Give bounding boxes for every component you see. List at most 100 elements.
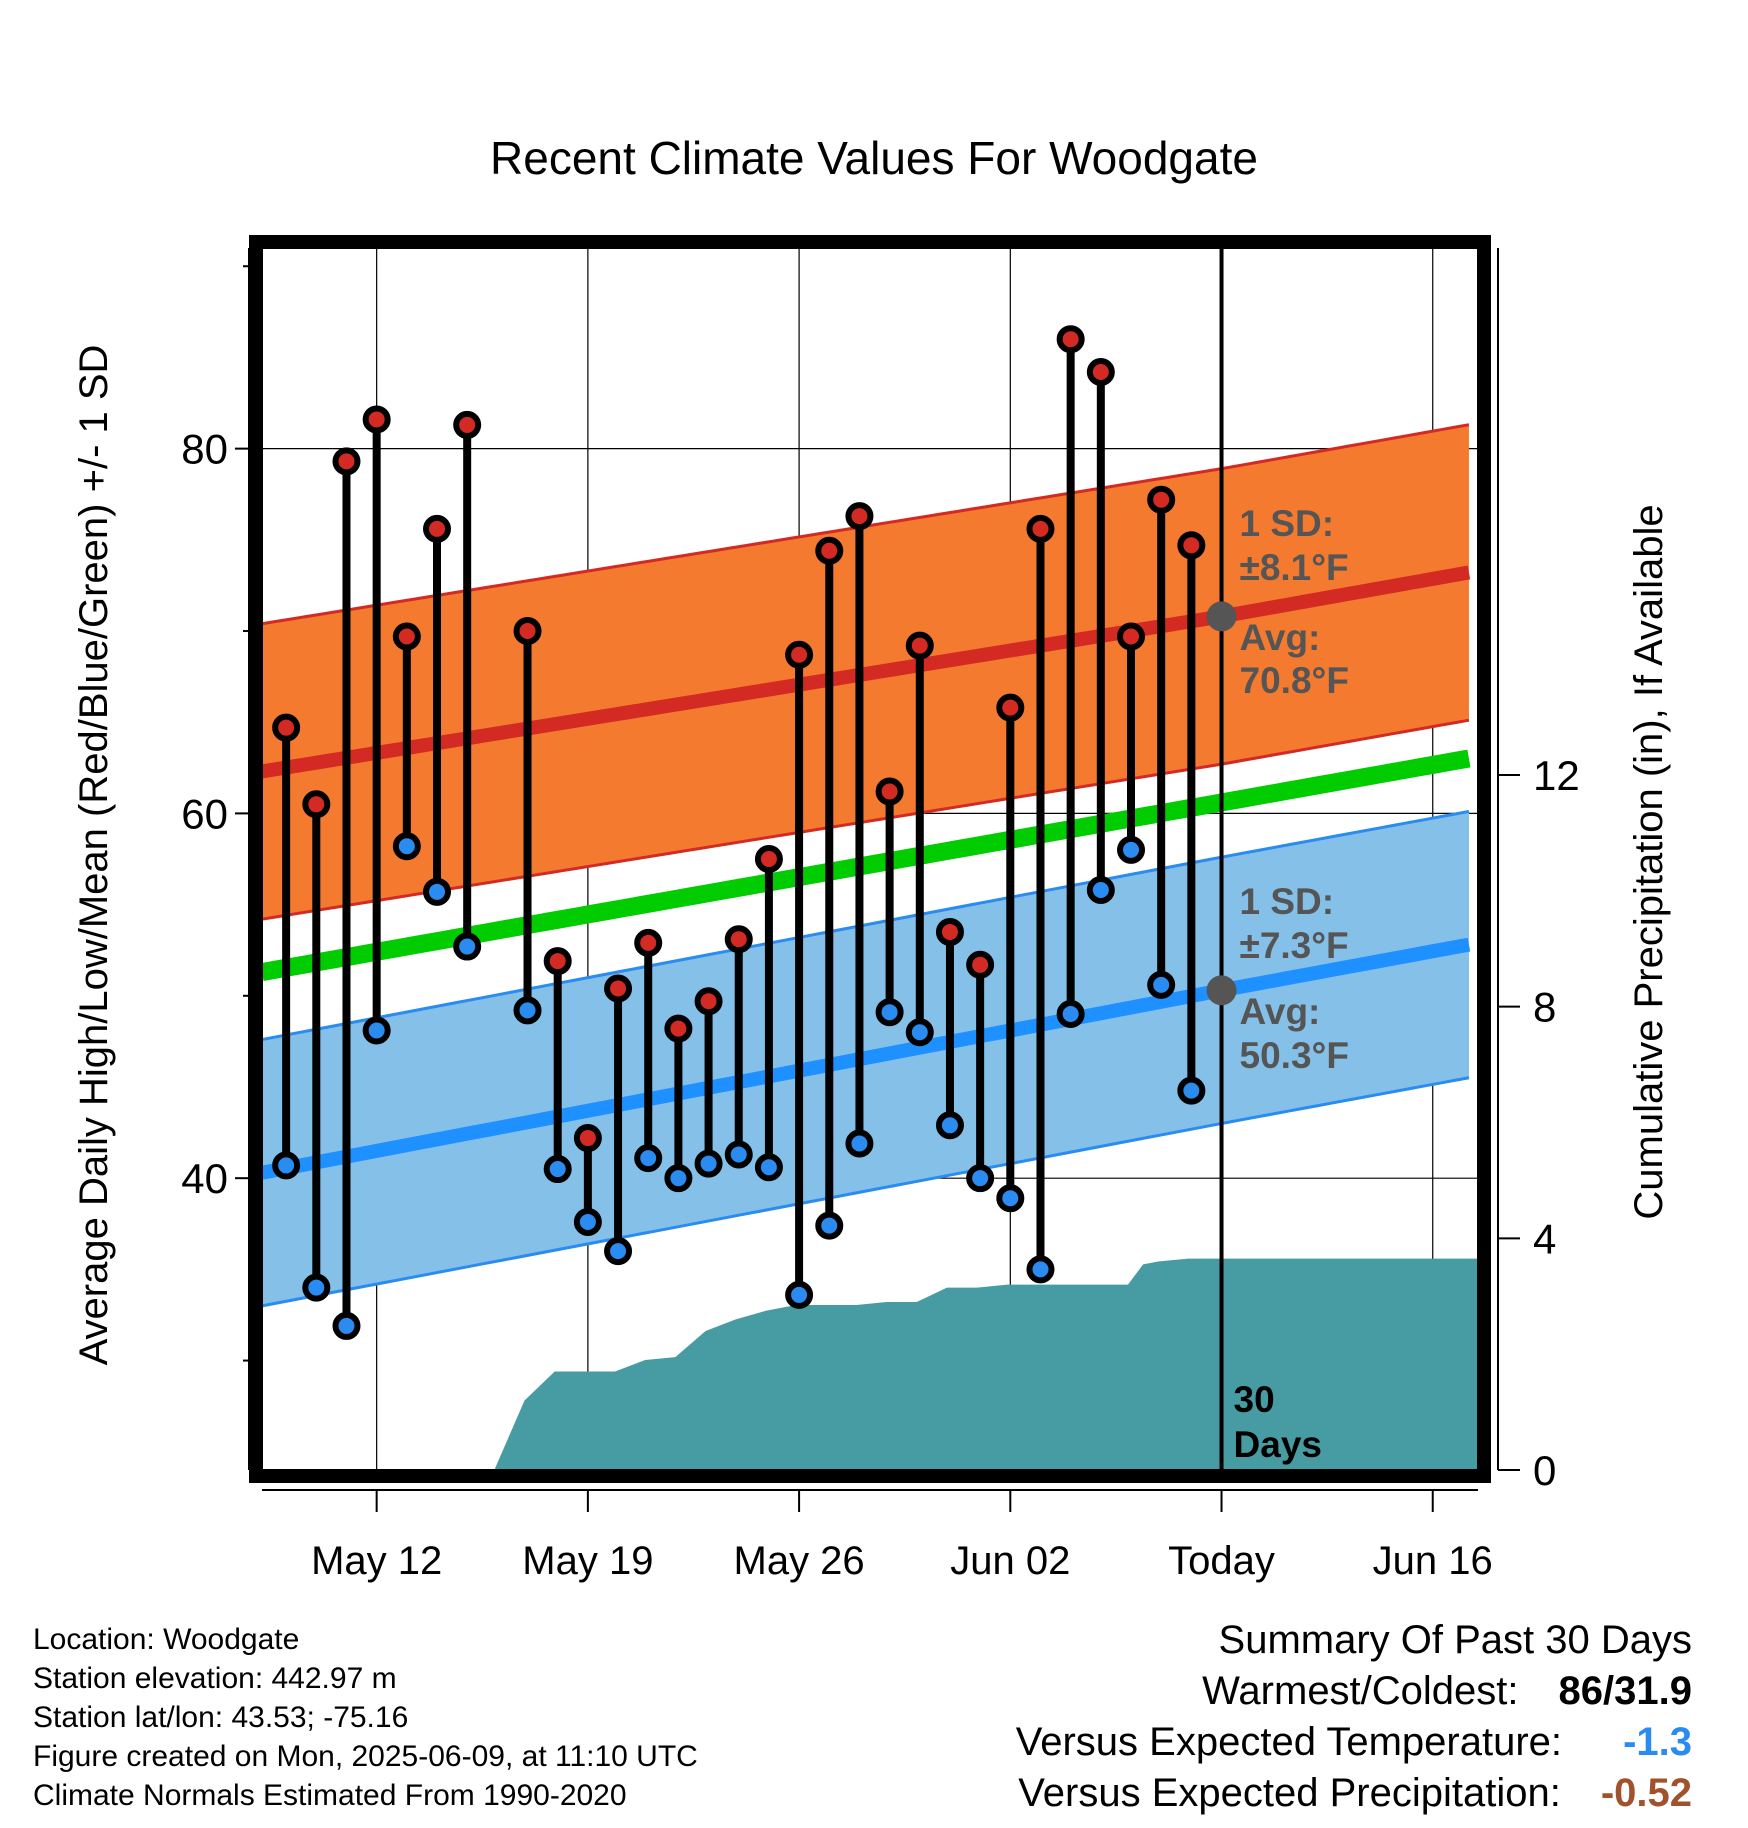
normals-text: Climate Normals Estimated From 1990-2020: [33, 1779, 627, 1812]
daily-low-point: [935, 1111, 964, 1140]
y2-tick-label: 4: [1533, 1215, 1556, 1262]
x-tick-label: Jun 02: [950, 1539, 1070, 1583]
daily-high-point: [1117, 622, 1146, 651]
low-avg-marker: [1206, 975, 1237, 1006]
daily-low-point: [392, 832, 421, 861]
daily-low-point: [362, 1016, 391, 1045]
elevation-text: Station elevation: 442.97 m: [33, 1662, 397, 1695]
summary-title: Summary Of Past 30 Days: [792, 1618, 1692, 1669]
y2-tick-label: 12: [1533, 752, 1580, 799]
low-band-lower-edge: [261, 1076, 1470, 1308]
daily-high-point: [966, 950, 995, 979]
y-tick-label: 40: [181, 1155, 228, 1202]
daily-low-point: [423, 877, 452, 906]
daily-low-point: [996, 1184, 1025, 1213]
daily-high-point: [935, 917, 964, 946]
summary-title-text: Summary Of Past 30 Days: [1218, 1618, 1692, 1662]
daily-high-point: [604, 974, 633, 1003]
daily-high-point: [362, 405, 391, 434]
y-tick-label: 60: [181, 790, 228, 837]
y2-axis-label: Cumulative Precipitation (in), If Availa…: [1627, 504, 1671, 1219]
precip-value: -0.52: [1600, 1771, 1692, 1815]
observations: [272, 325, 1206, 1340]
precip-label: Versus Expected Precipitation:: [1018, 1771, 1561, 1815]
daily-low-point: [453, 932, 482, 961]
daily-high-point: [724, 925, 753, 954]
x-tick-label: Today: [1168, 1539, 1275, 1583]
precipitation-fill: [494, 1258, 1478, 1470]
daily-low-point: [1177, 1076, 1206, 1105]
daily-high-point: [392, 622, 421, 651]
y2-tick-label: 0: [1533, 1447, 1556, 1494]
daily-high-point: [875, 777, 904, 806]
daily-high-point: [664, 1014, 693, 1043]
precipitation-area: [494, 1258, 1478, 1470]
daily-low-point: [604, 1237, 633, 1266]
x-tick-label: Jun 16: [1373, 1539, 1493, 1583]
low-normal-line: [260, 937, 1471, 1180]
low-sd-label: 1 SD:: [1240, 881, 1335, 922]
x-tick-label: May 12: [311, 1539, 442, 1583]
plot-frame: [249, 235, 1491, 1483]
created-text: Figure created on Mon, 2025-06-09, at 11…: [33, 1740, 698, 1773]
daily-low-point: [815, 1211, 844, 1240]
daily-low-point: [634, 1144, 663, 1173]
daily-low-point: [785, 1280, 814, 1309]
daily-high-point: [302, 790, 331, 819]
daily-high-point: [272, 713, 301, 742]
axes: 40 60 80 0 4 8 12 May 12 May 19 May 26 Jun 02 Today…: [72, 248, 1671, 1610]
station-info: Location: Woodgate Station elevation: 44…: [33, 1620, 698, 1815]
daily-high-point: [543, 947, 572, 976]
daily-low-point: [272, 1151, 301, 1180]
warmest-coldest-label: Warmest/Coldest:: [1202, 1669, 1519, 1713]
daily-low-point: [1086, 876, 1115, 905]
summary-warmest-coldest: Warmest/Coldest: 86/31.9: [792, 1669, 1692, 1720]
summary-temp: Versus Expected Temperature: -1.3: [792, 1720, 1692, 1771]
summary-panel: Summary Of Past 30 Days Warmest/Coldest:…: [792, 1618, 1692, 1822]
y2-tick-label: 8: [1533, 984, 1556, 1031]
chart-title: Recent Climate Values For Woodgate: [490, 132, 1258, 184]
high-band-lower-edge: [261, 718, 1470, 921]
daily-high-point: [634, 928, 663, 957]
daily-high-point: [996, 693, 1025, 722]
daily-low-point: [1147, 970, 1176, 999]
daily-low-point: [513, 996, 542, 1025]
daily-high-point: [513, 617, 542, 646]
daily-low-point: [905, 1018, 934, 1047]
summary-precip: Versus Expected Precipitation: -0.52: [792, 1771, 1692, 1822]
daily-low-point: [573, 1207, 602, 1236]
x-tick-label: May 19: [522, 1539, 653, 1583]
high-avg-label: Avg:: [1240, 617, 1321, 658]
period-number: 30: [1234, 1379, 1275, 1420]
low-avg-value: 50.3°F: [1240, 1035, 1349, 1076]
y-tick-label: 80: [181, 426, 228, 473]
daily-high-point: [815, 536, 844, 565]
daily-low-point: [1117, 835, 1146, 864]
low-band-upper-edge: [261, 809, 1470, 1042]
high-sd-label: 1 SD:: [1240, 503, 1335, 544]
daily-low-point: [754, 1153, 783, 1182]
period-unit: Days: [1234, 1424, 1322, 1465]
daily-low-point: [694, 1149, 723, 1178]
high-avg-marker: [1206, 601, 1237, 632]
x-axis-label: Day: [838, 1605, 909, 1610]
high-avg-value: 70.8°F: [1240, 660, 1349, 701]
daily-high-point: [453, 410, 482, 439]
daily-high-point: [905, 631, 934, 660]
daily-low-point: [1026, 1255, 1055, 1284]
plot-border: [249, 235, 1491, 1483]
daily-high-point: [573, 1124, 602, 1153]
daily-high-point: [1177, 531, 1206, 560]
y-axis-label: Average Daily High/Low/Mean (Red/Blue/Gr…: [72, 345, 116, 1366]
daily-low-point: [664, 1164, 693, 1193]
daily-low-point: [1056, 1000, 1085, 1029]
daily-high-point: [1147, 485, 1176, 514]
daily-high-point: [423, 514, 452, 543]
daily-high-point: [694, 987, 723, 1016]
daily-high-point: [785, 640, 814, 669]
daily-low-point: [724, 1140, 753, 1169]
daily-low-point: [332, 1311, 361, 1340]
latlon-text: Station lat/lon: 43.53; -75.16: [33, 1701, 409, 1734]
low-avg-label: Avg:: [1240, 991, 1321, 1032]
